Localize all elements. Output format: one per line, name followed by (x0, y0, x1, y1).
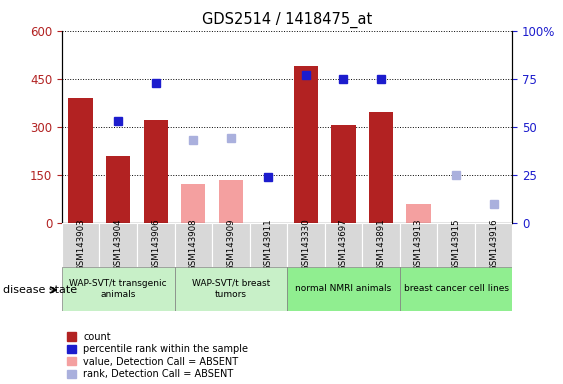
Bar (144, 120, 168, 223)
Bar (362, 223, 400, 267)
Bar (62, 223, 100, 267)
Text: GSM143916: GSM143916 (489, 218, 498, 271)
Bar (369, 113, 393, 223)
Bar (100, 223, 137, 267)
Bar (181, 184, 205, 223)
Bar (137, 223, 175, 267)
Text: GSM143697: GSM143697 (339, 218, 348, 271)
Text: WAP-SVT/t breast
tumors: WAP-SVT/t breast tumors (192, 279, 270, 299)
Bar (325, 223, 362, 267)
Bar (437, 223, 475, 267)
Title: GDS2514 / 1418475_at: GDS2514 / 1418475_at (202, 12, 372, 28)
Text: disease state: disease state (3, 285, 77, 295)
Bar (400, 267, 512, 311)
Text: GSM143915: GSM143915 (452, 218, 461, 271)
Text: GSM143903: GSM143903 (76, 218, 85, 271)
Text: GSM143913: GSM143913 (414, 218, 423, 271)
Text: GSM143906: GSM143906 (151, 218, 160, 271)
Bar (287, 223, 325, 267)
Text: GSM143911: GSM143911 (264, 218, 273, 271)
Bar (62, 267, 175, 311)
Text: GSM143904: GSM143904 (114, 218, 123, 271)
Bar (406, 204, 431, 223)
Text: breast cancer cell lines: breast cancer cell lines (404, 285, 508, 293)
Text: GSM143909: GSM143909 (226, 218, 235, 271)
Bar (400, 223, 437, 267)
Text: WAP-SVT/t transgenic
animals: WAP-SVT/t transgenic animals (69, 279, 167, 299)
Bar (294, 66, 318, 223)
Text: GSM143330: GSM143330 (301, 218, 310, 271)
Text: GSM143908: GSM143908 (189, 218, 198, 271)
Bar (212, 223, 249, 267)
Legend: count, percentile rank within the sample, value, Detection Call = ABSENT, rank, : count, percentile rank within the sample… (67, 332, 248, 379)
Bar (69, 98, 93, 223)
Bar (331, 125, 356, 223)
Bar (175, 267, 287, 311)
Bar (218, 180, 243, 223)
Text: normal NMRI animals: normal NMRI animals (296, 285, 391, 293)
Bar (106, 156, 131, 223)
Bar (249, 223, 287, 267)
Bar (175, 223, 212, 267)
Text: GSM143891: GSM143891 (377, 218, 386, 271)
Bar (287, 267, 400, 311)
Bar (475, 223, 512, 267)
